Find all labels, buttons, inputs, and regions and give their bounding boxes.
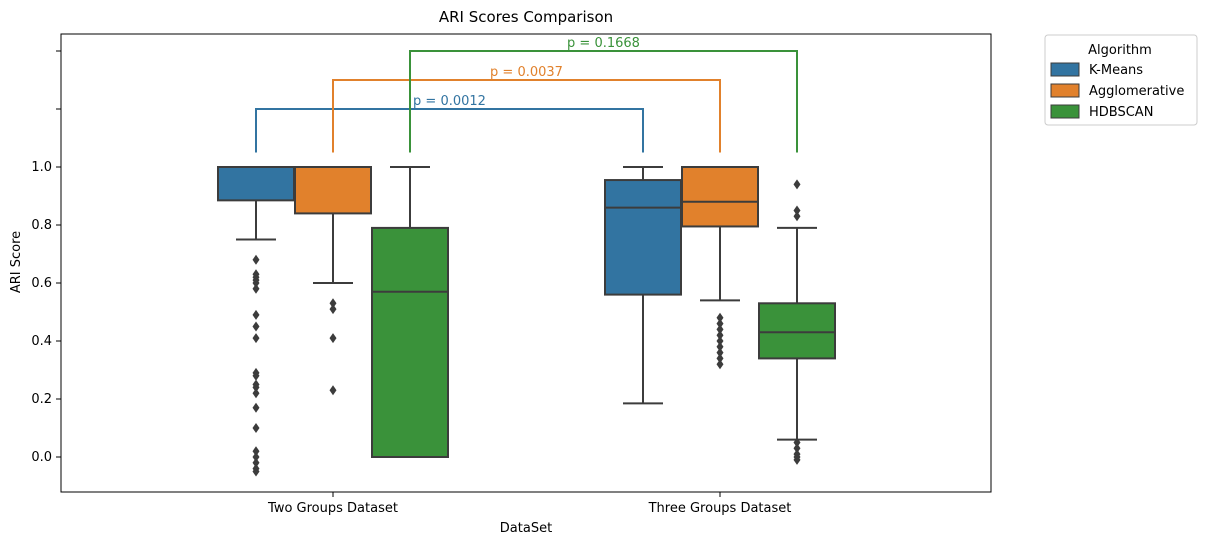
outlier-point (793, 443, 801, 454)
outlier-point (252, 254, 260, 265)
plot-frame (60, 33, 992, 493)
outlier-point (716, 330, 724, 341)
significance-bracket (409, 50, 798, 153)
outlier-point (252, 370, 260, 381)
x-axis-label: DataSet (500, 521, 552, 536)
y-tick-label: 0.0 (31, 450, 52, 465)
outlier-point (716, 353, 724, 364)
legend: Algorithm K-Means Agglomerative HDBSCAN (1044, 34, 1198, 126)
outlier-point (329, 385, 337, 396)
outlier-point (716, 312, 724, 323)
x-tick-label: Three Groups Dataset (648, 501, 792, 516)
p-value-label: p = 0.0037 (490, 65, 563, 80)
y-tick-label: 0.6 (31, 276, 52, 291)
outlier-point (793, 205, 801, 216)
legend-entry-label: HDBSCAN (1089, 105, 1153, 120)
outlier-point (252, 382, 260, 393)
y-axis-label: ARI Score (9, 231, 24, 293)
outlier-point (329, 333, 337, 344)
significance-bracket (332, 79, 721, 153)
outlier-point (716, 318, 724, 329)
outlier-point (716, 324, 724, 335)
legend-entry-label: Agglomerative (1089, 84, 1184, 99)
outlier-point (252, 278, 260, 288)
p-value-label: p = 0.0012 (413, 94, 486, 109)
outlier-point (716, 359, 724, 370)
box-body (604, 179, 682, 296)
outlier-point (793, 454, 801, 465)
legend-swatch (1050, 104, 1080, 119)
outlier-point (329, 298, 337, 309)
p-value-label: p = 0.1668 (567, 36, 640, 51)
box-k-means-2 (604, 166, 682, 405)
outlier-point (793, 179, 801, 190)
box-agglomerative-2 (681, 166, 759, 370)
outlier-point (252, 402, 260, 413)
box-body (217, 166, 295, 202)
outlier-point (716, 347, 724, 358)
y-tick-label: 0.8 (31, 218, 52, 233)
outlier-point (793, 437, 801, 448)
legend-title: Algorithm (1088, 43, 1152, 58)
outlier-point (252, 321, 260, 332)
box-body (294, 166, 372, 215)
y-tick-label: 1.0 (31, 160, 52, 175)
outlier-point (252, 388, 260, 399)
legend-swatch (1050, 83, 1080, 98)
box-body (758, 302, 836, 360)
legend-swatch (1050, 62, 1080, 77)
plot-layer: 0.0 0.2 0.4 0.6 0.8 1.0 Two Groups Dataset Thre… (31, 33, 992, 516)
outlier-point (716, 336, 724, 346)
box-agglomerative-1 (294, 166, 372, 396)
outlier-point (793, 211, 801, 222)
chart-title: ARI Scores Comparison (439, 8, 613, 26)
outlier-point (252, 423, 260, 433)
legend-entry-label: K-Means (1089, 63, 1143, 78)
y-tick-label: 0.4 (31, 334, 52, 349)
legend-frame (1044, 34, 1198, 126)
box-body (681, 166, 759, 228)
outlier-point (252, 452, 260, 462)
outlier-point (252, 333, 260, 344)
box-body (371, 226, 449, 458)
significance-bracket (255, 108, 644, 153)
outlier-point (716, 341, 724, 352)
x-tick-label: Two Groups Dataset (267, 501, 398, 516)
outlier-point (329, 304, 337, 315)
outlier-point (252, 283, 260, 294)
outlier-point (252, 466, 260, 477)
box-hdbscan-2 (758, 179, 836, 465)
box-hdbscan-1 (371, 166, 449, 458)
outlier-point (252, 457, 260, 468)
y-tick-label: 0.2 (31, 392, 52, 407)
box-k-means-1 (217, 166, 295, 477)
outlier-point (252, 309, 260, 320)
outlier-point (252, 446, 260, 457)
